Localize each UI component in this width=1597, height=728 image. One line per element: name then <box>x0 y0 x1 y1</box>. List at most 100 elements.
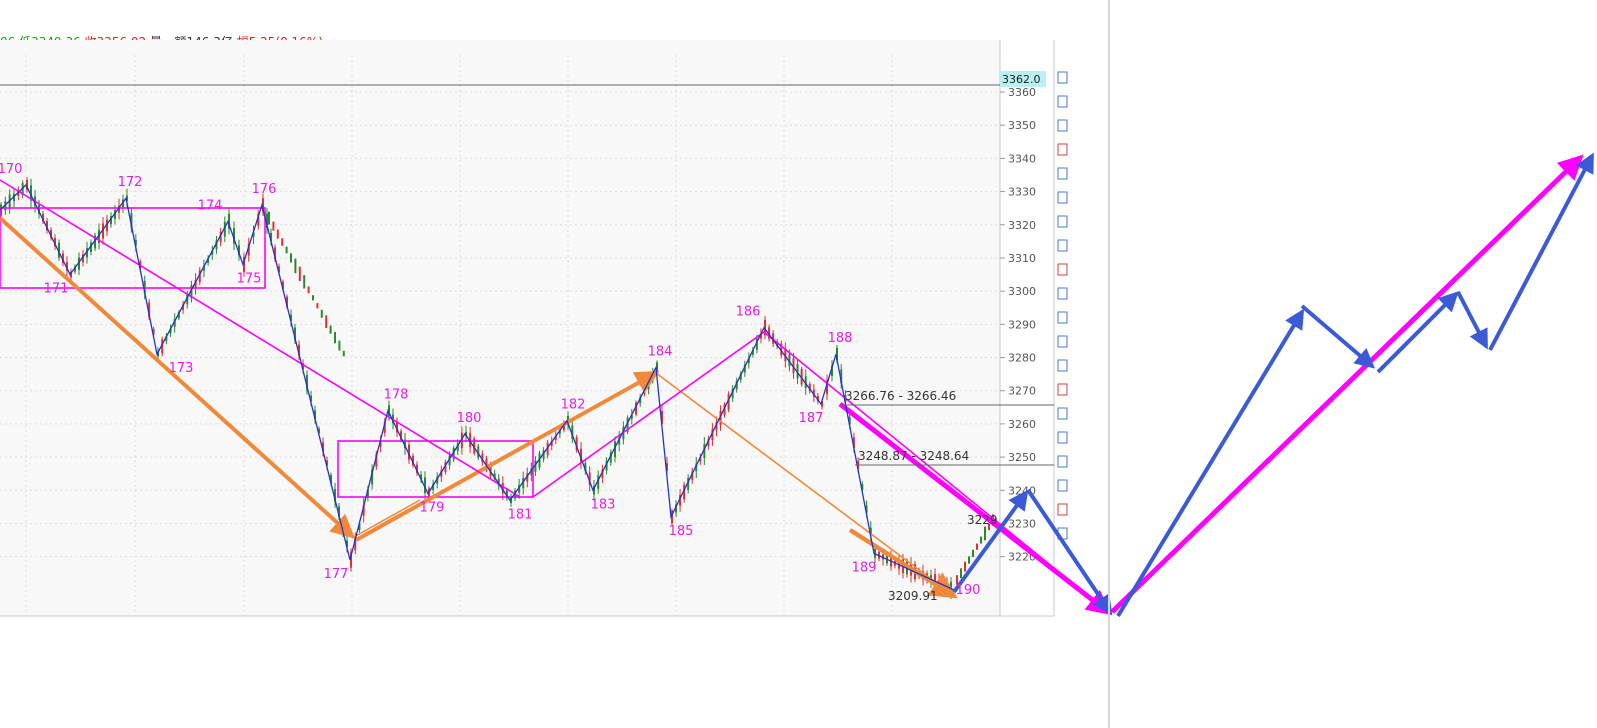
candle <box>0 202 2 218</box>
candle <box>21 180 24 198</box>
blue-projection-4 <box>1300 304 1376 369</box>
candle-body <box>58 242 60 258</box>
toolbar-icon[interactable] <box>1057 119 1068 132</box>
magenta-downtrend <box>0 179 521 498</box>
toolbar-icon[interactable] <box>1057 479 1068 492</box>
wave-label: 176 <box>252 182 277 197</box>
candle <box>17 186 20 201</box>
candle-body <box>13 193 15 202</box>
toolbar-icon[interactable] <box>1057 503 1068 516</box>
candle-body <box>375 454 378 467</box>
candle <box>465 425 467 443</box>
candle-body <box>550 440 553 446</box>
wave-label: 190 <box>956 583 981 598</box>
candle-body <box>751 349 754 355</box>
candle-body <box>388 405 390 416</box>
wave-label: 185 <box>669 524 694 539</box>
wave-label: 182 <box>561 398 586 413</box>
candle-body <box>90 242 92 252</box>
candle <box>675 500 678 518</box>
y-tick-label: 3250 <box>1008 451 1036 464</box>
candle <box>198 266 201 286</box>
magenta-arrow-up <box>1110 154 1584 614</box>
candle-body <box>276 229 279 239</box>
candle-body <box>784 348 787 362</box>
candle-body <box>110 216 112 224</box>
candle-body <box>326 460 328 466</box>
candle <box>542 447 545 463</box>
toolbar-icon[interactable] <box>1057 263 1068 276</box>
candle <box>416 461 418 477</box>
candle <box>404 432 406 455</box>
candle <box>400 428 402 443</box>
candle-body <box>558 429 561 434</box>
candle-body <box>290 253 292 263</box>
candle-body <box>247 243 250 256</box>
candle-body <box>452 448 455 460</box>
candle <box>106 214 108 237</box>
candle-body <box>723 404 726 416</box>
toolbar-icon[interactable] <box>1057 431 1068 444</box>
toolbar-icon[interactable] <box>1057 143 1068 156</box>
candle <box>207 255 210 266</box>
toolbar-icon[interactable] <box>1057 95 1068 108</box>
candle <box>177 310 180 321</box>
consolidation-box-upper <box>0 207 266 289</box>
candle-body <box>404 439 406 449</box>
candle-body <box>46 220 48 231</box>
candle-body <box>26 180 28 190</box>
side-toolbar <box>1057 71 1068 540</box>
candle-body <box>157 352 159 357</box>
candle-body <box>270 232 272 242</box>
candle <box>243 252 245 277</box>
toolbar-icon[interactable] <box>1057 215 1068 228</box>
candle-body <box>580 448 582 463</box>
toolbar-icon[interactable] <box>1057 167 1068 180</box>
candle-body <box>268 211 270 225</box>
toolbar-icon[interactable] <box>1057 335 1068 348</box>
blue-projection-5 <box>1376 291 1459 374</box>
candle-body <box>747 357 750 364</box>
candle-body <box>312 295 314 301</box>
candle <box>630 408 633 425</box>
toolbar-icon[interactable] <box>1057 71 1068 84</box>
toolbar-icon[interactable] <box>1057 383 1068 396</box>
candle-body <box>984 526 986 541</box>
candle-body <box>334 489 336 502</box>
toolbar-icon[interactable] <box>1057 455 1068 468</box>
candle-body <box>865 505 868 513</box>
toolbar-icon[interactable] <box>1057 287 1068 300</box>
candle-body <box>30 185 32 201</box>
candle-body <box>148 302 151 317</box>
candle <box>182 300 185 314</box>
candle <box>62 250 64 267</box>
y-tick-label: 3290 <box>1008 318 1036 331</box>
toolbar-icon[interactable] <box>1057 311 1068 324</box>
toolbar-icon[interactable] <box>1057 359 1068 372</box>
candle-body <box>501 483 504 494</box>
candle <box>707 435 710 450</box>
candle-body <box>755 338 758 350</box>
candle-body <box>546 442 549 456</box>
candle-body <box>262 198 264 212</box>
candle-body <box>440 470 443 477</box>
toolbar-icon[interactable] <box>1057 407 1068 420</box>
candle <box>731 384 734 403</box>
candle-body <box>182 304 185 310</box>
candle-body <box>318 428 320 434</box>
toolbar-icon[interactable] <box>1057 191 1068 204</box>
wave-label: 184 <box>648 344 673 359</box>
candle-body <box>114 210 116 219</box>
candle <box>102 217 104 245</box>
y-tick-label: 3260 <box>1008 418 1036 431</box>
candle-body <box>510 497 512 504</box>
candle-body <box>428 488 430 499</box>
candle-body <box>432 484 435 490</box>
candle <box>715 416 718 437</box>
candle <box>165 332 168 345</box>
candle-body <box>98 229 100 243</box>
toolbar-icon[interactable] <box>1057 239 1068 252</box>
candle-body <box>968 556 970 564</box>
candle-body <box>294 327 296 341</box>
last-price-tag: 3362.0 <box>1002 73 1041 86</box>
